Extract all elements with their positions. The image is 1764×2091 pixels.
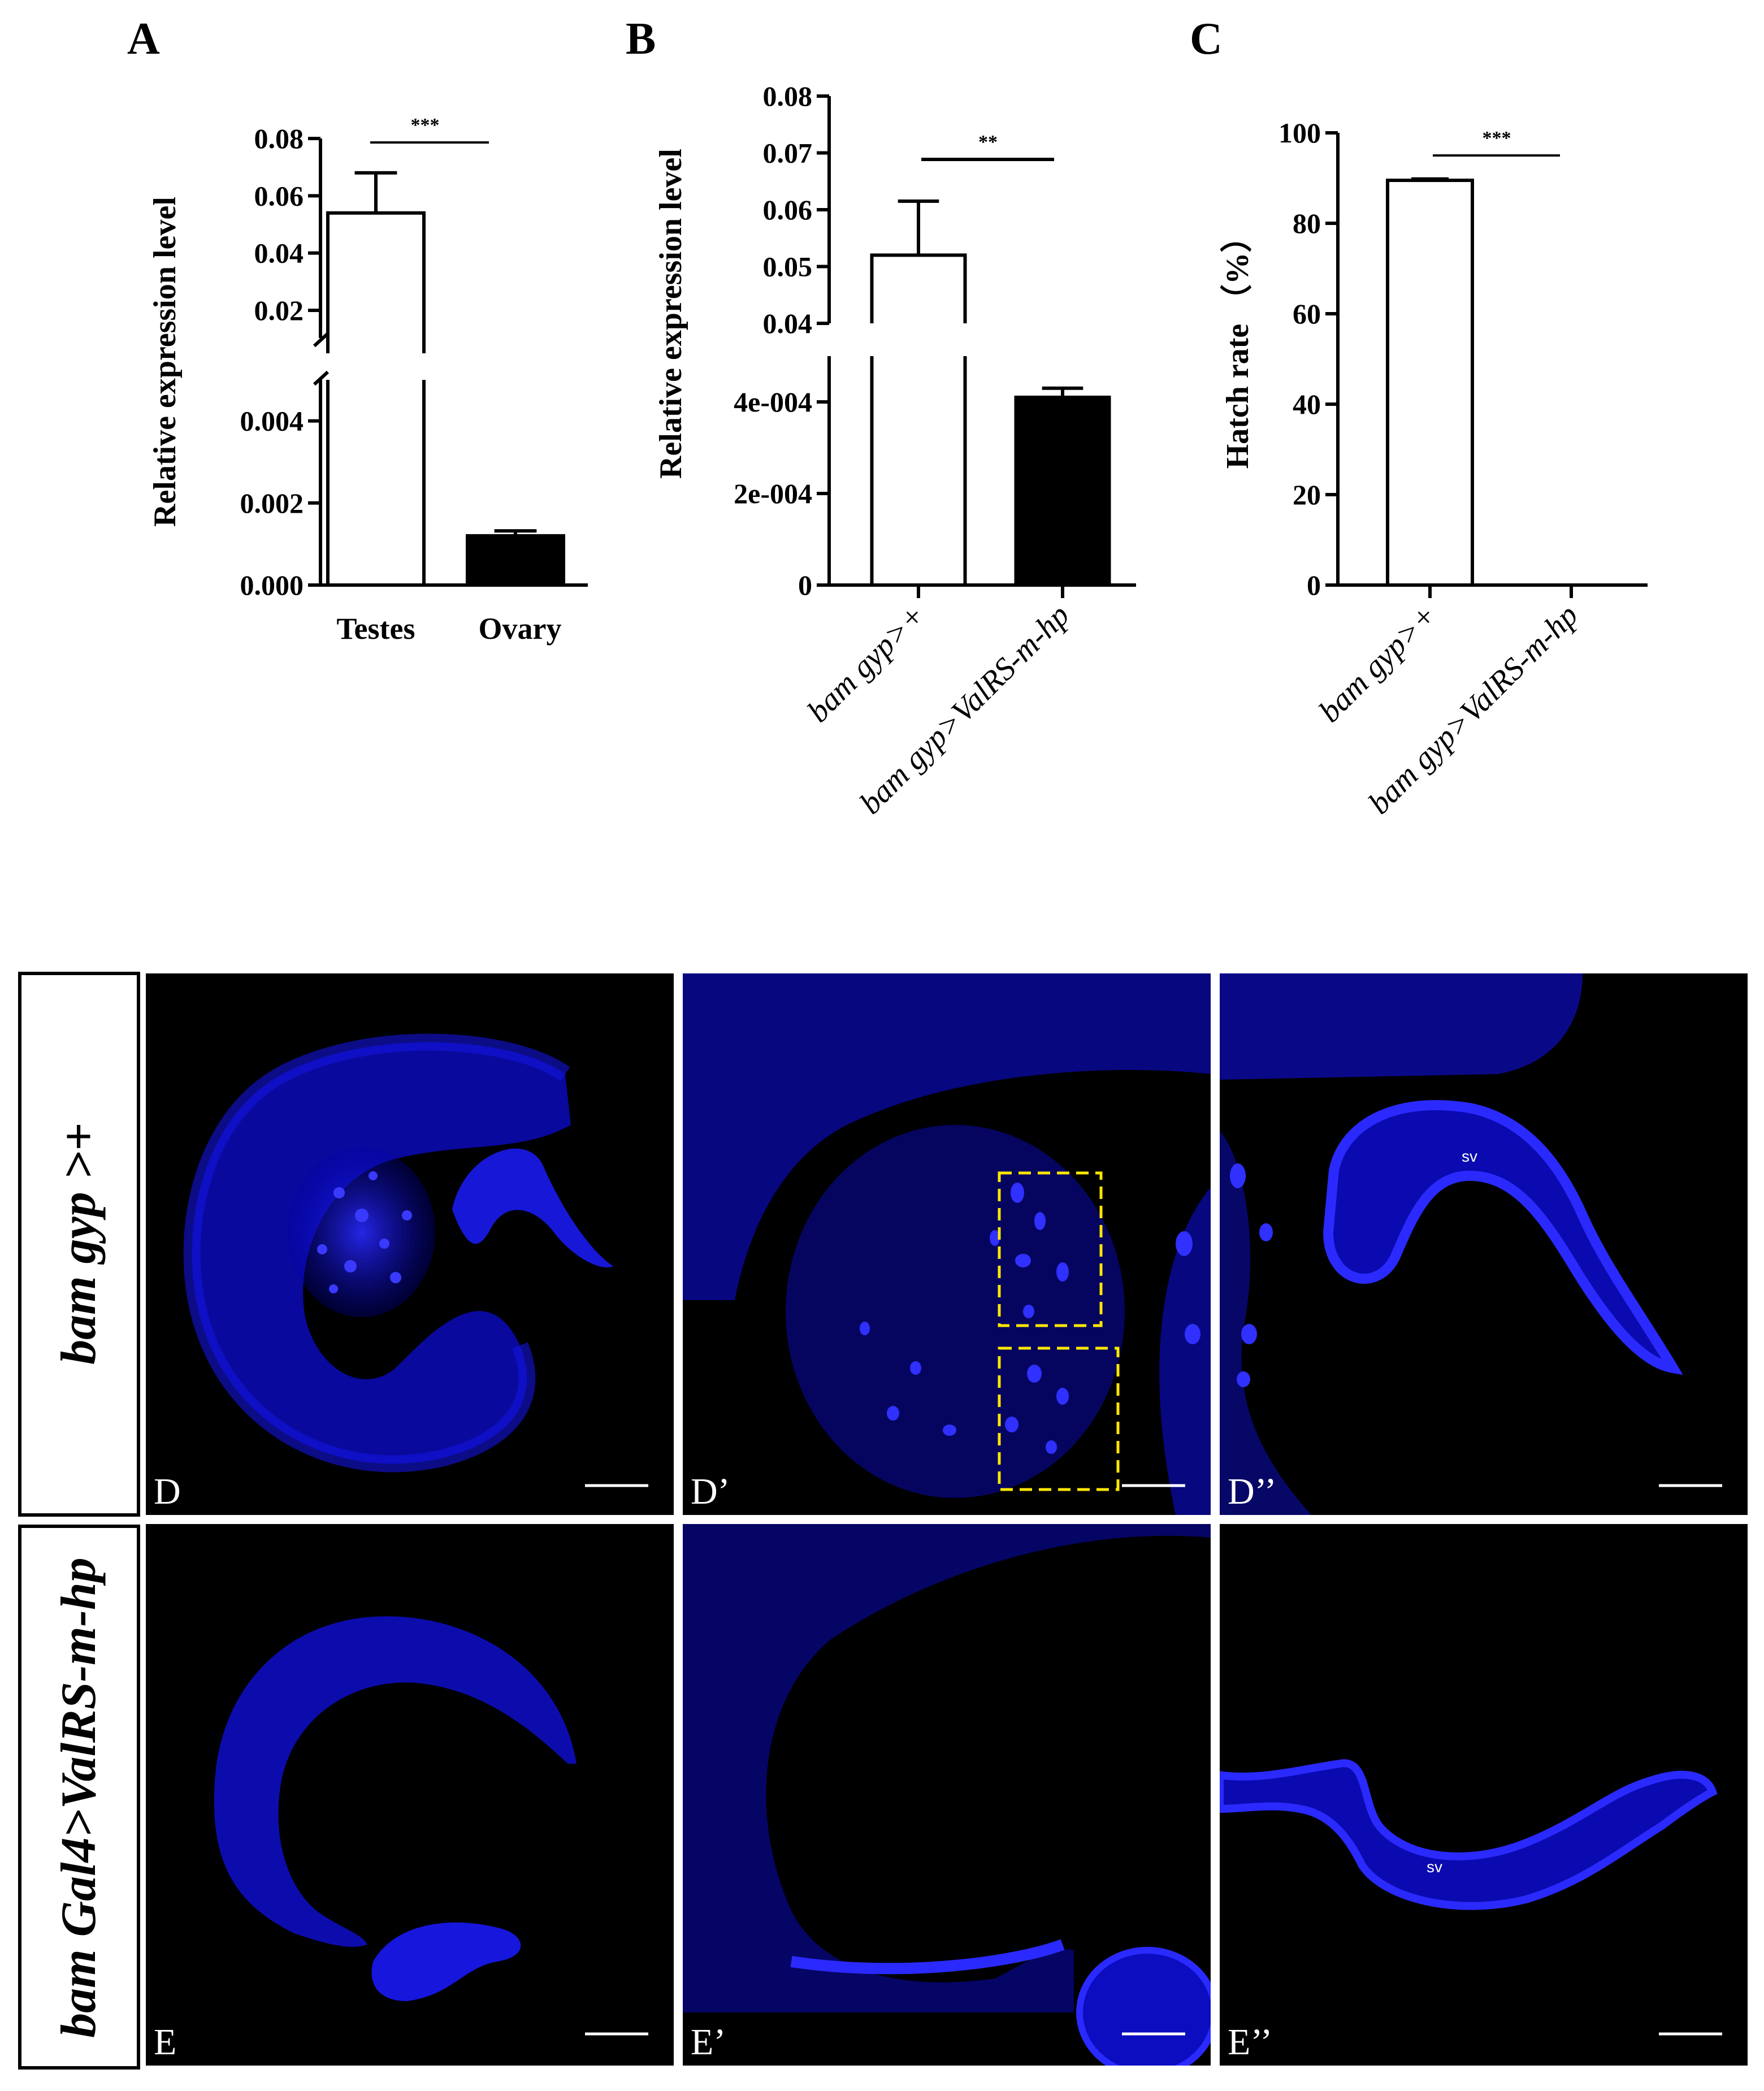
highlight-box [998, 1347, 1120, 1491]
chart-c-ytick-tick-label: 60 [1293, 298, 1321, 330]
highlight-box [998, 1171, 1103, 1327]
sv-label: sv [1462, 1148, 1477, 1165]
micrograph-grid: bam gyp >+ bam Gal4>ValRS-m-hp [18, 972, 1748, 2070]
chart-a: A Relative expression level 0.02 0.04 0.06… [127, 14, 588, 646]
chart-b-bar [1014, 395, 1111, 587]
chart-a-bar [466, 534, 565, 587]
testis-tissue-mutant [214, 1616, 577, 2001]
chart-a-ytick-tick-label: 0.004 [240, 405, 304, 437]
chart-b-ytick-tick-label: 0.04 [763, 308, 813, 339]
chart-a-significance: *** [411, 115, 440, 136]
chart-c-category-label: bam gyp>+ [1312, 598, 1444, 729]
image-label-e-double-prime: E’’ [1228, 2021, 1272, 2063]
chart-a-yticks-upper: 0.02 0.04 0.06 0.08 [254, 123, 320, 326]
image-label-e-prime: E’ [691, 2021, 726, 2063]
chart-a-bar-lower [326, 380, 426, 587]
chart-c: C Hatch rate （%） 0 20 40 60 80 100 *** bam gy… [1190, 14, 1648, 821]
chart-a-ytick-tick-label: 0.08 [254, 123, 304, 154]
chart-a-ytick-tick-label: 0.06 [254, 180, 304, 211]
row-label-d: bam gyp >+ [51, 1123, 106, 1365]
chart-a-bars [326, 171, 565, 587]
chart-b-ytick-tick-label: 2e-004 [734, 478, 812, 509]
chart-b-ytick-tick-label: 4e-004 [734, 386, 812, 418]
chart-c-bar [1386, 179, 1474, 587]
sv-label: sv [1427, 1858, 1442, 1876]
chart-b-ylabel: Relative expression level [653, 149, 688, 479]
chart-a-category-label: Ovary [479, 612, 562, 646]
seminal-vesicle-tissue-mutant: sv [1220, 1759, 1718, 1910]
chart-c-ylabel: Hatch rate （%） [1220, 221, 1255, 469]
chart-b: B Relative expression level 0.04 0.05 0.06… [626, 14, 1136, 821]
testis-tissue-zoom [683, 973, 1211, 1515]
chart-c-ytick-tick-label: 100 [1278, 117, 1321, 149]
chart-b-bar-upper [870, 253, 967, 323]
chart-a-yticks-lower: 0.000 0.002 0.004 [240, 405, 320, 601]
chart-a-ytick-tick-label: 0.04 [254, 237, 304, 269]
chart-a-ytick-tick-label: 0.002 [240, 487, 304, 519]
chart-c-significance: *** [1483, 128, 1511, 149]
panel-letter-c: C [1190, 14, 1223, 64]
chart-b-yticks-upper: 0.04 0.05 0.06 0.07 0.08 [763, 80, 829, 339]
chart-b-yticks-lower: 0 2e-004 4e-004 [734, 386, 829, 601]
row-label-box-e [18, 1525, 140, 2070]
image-label-e: E [154, 2021, 176, 2063]
testis-tissue-mutant-zoom [683, 1524, 1211, 2066]
chart-c-ytick-tick-label: 40 [1293, 388, 1321, 420]
chart-b-bar-lower [870, 356, 967, 587]
chart-a-break-mark [313, 332, 330, 348]
chart-b-ytick-tick-label: 0.07 [763, 137, 813, 169]
image-label-d-prime: D’ [691, 1471, 730, 1512]
chart-b-ytick-tick-label: 0 [798, 569, 812, 601]
chart-c-ytick-tick-label: 0 [1307, 569, 1321, 601]
chart-b-significance: ** [978, 132, 998, 153]
chart-b-ytick-tick-label: 0.05 [763, 251, 813, 283]
chart-b-bars [870, 199, 1111, 587]
row-label-box-d [18, 972, 140, 1517]
image-label-d: D [154, 1471, 181, 1512]
chart-b-ytick-tick-label: 0.08 [763, 80, 813, 112]
chart-a-bar-upper [326, 211, 426, 353]
row-label-e: bam Gal4>ValRS-m-hp [51, 1557, 106, 2038]
image-label-d-double-prime: D’’ [1228, 1471, 1277, 1512]
chart-a-ylabel: Relative expression level [148, 197, 183, 527]
chart-a-break-mark [313, 370, 330, 386]
chart-a-ytick-tick-label: 0.02 [254, 295, 304, 326]
panel-letter-b: B [626, 14, 656, 64]
panel-letter-a: A [127, 14, 160, 64]
chart-a-category-label: Testes [336, 612, 415, 646]
chart-b-ytick-tick-label: 0.06 [763, 194, 813, 226]
chart-c-bars [1386, 177, 1474, 587]
chart-c-ytick-tick-label: 20 [1293, 479, 1321, 510]
chart-b-category-label: bam gyp>+ [801, 598, 933, 729]
chart-c-yticks: 0 20 40 60 80 100 [1278, 117, 1338, 601]
seminal-vesicle-tissue: sv [1220, 973, 1683, 1515]
chart-c-ytick-tick-label: 80 [1293, 207, 1321, 239]
testis-tissue [183, 1033, 613, 1473]
chart-a-ytick-tick-label: 0.000 [240, 569, 304, 601]
